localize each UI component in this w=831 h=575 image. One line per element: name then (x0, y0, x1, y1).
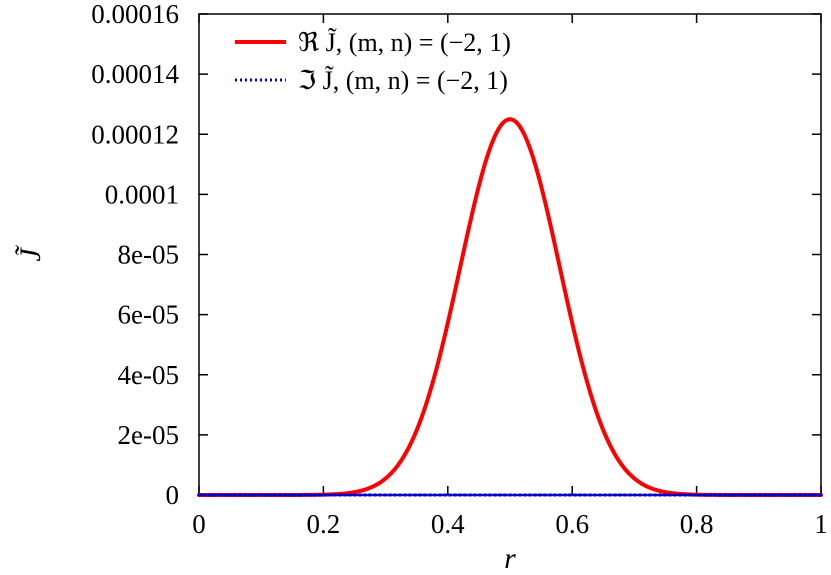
y-axis-label: J̃ (14, 245, 47, 262)
tick-label-layer: 0 0.2 0.4 0.6 0.8 1 0 2e-05 4e-05 6e-05 8e-05 0.000… (91, 0, 828, 539)
x-tick-label: 0.4 (431, 509, 465, 539)
legend-label-1: ℜ J̃, (m, n) = (−2, 1) (298, 28, 511, 57)
y-tick-label: 0 (166, 480, 180, 510)
x-tick-label: 0.2 (307, 509, 341, 539)
x-tick-label: 1 (814, 509, 828, 539)
y-tick-label: 6e-05 (118, 300, 179, 330)
x-tick-label: 0 (192, 509, 206, 539)
y-tick-label: 8e-05 (118, 240, 179, 270)
y-tick-label: 0.00016 (91, 0, 179, 29)
plot-frame (198, 13, 822, 496)
y-tick-label: 0.0001 (105, 179, 179, 209)
x-axis-label: r (504, 542, 516, 575)
tick-layer (198, 13, 822, 496)
legend: ℜ J̃, (m, n) = (−2, 1) ℑ J̃, (m, n) = (−2… (235, 28, 511, 95)
series-layer (197, 117, 823, 497)
series-line-1 (197, 117, 823, 497)
legend-label-2: ℑ J̃, (m, n) = (−2, 1) (298, 66, 508, 95)
x-tick-label: 0.8 (680, 509, 714, 539)
y-tick-label: 0.00014 (91, 59, 179, 89)
y-tick-label: 2e-05 (118, 420, 179, 450)
x-tick-label: 0.6 (555, 509, 589, 539)
y-tick-label: 4e-05 (118, 360, 179, 390)
y-tick-label: 0.00012 (91, 119, 179, 149)
